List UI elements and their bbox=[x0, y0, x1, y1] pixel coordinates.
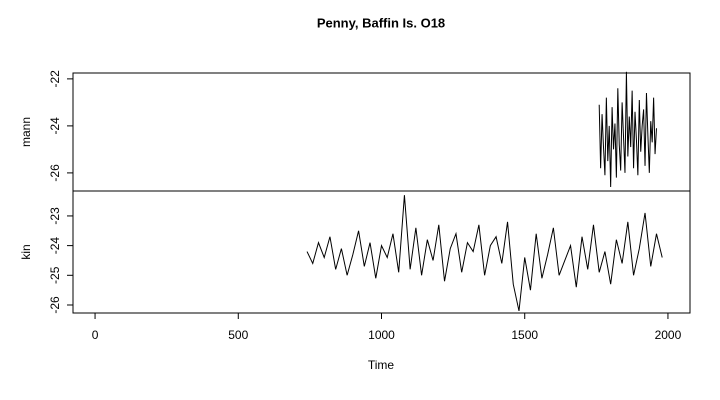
x-tick-label: 1000 bbox=[368, 328, 395, 342]
y-tick-label: -25 bbox=[48, 266, 62, 284]
y-tick-label: -24 bbox=[48, 117, 62, 135]
series-line bbox=[306, 195, 663, 312]
y-tick-label: -22 bbox=[48, 70, 62, 88]
y-axis-label: kin bbox=[19, 244, 33, 259]
x-tick-label: 2000 bbox=[655, 328, 682, 342]
y-tick-label: -26 bbox=[48, 296, 62, 314]
chart-title: Penny, Baffin Is. O18 bbox=[317, 15, 445, 30]
y-tick-label: -26 bbox=[48, 164, 62, 182]
x-tick-label: 0 bbox=[92, 328, 99, 342]
y-axis-label: mann bbox=[19, 117, 33, 147]
y-tick-label: -24 bbox=[48, 237, 62, 255]
x-tick-label: 500 bbox=[228, 328, 248, 342]
x-axis-label: Time bbox=[368, 358, 395, 372]
series-line bbox=[598, 71, 657, 188]
y-tick-label: -23 bbox=[48, 207, 62, 225]
x-tick-label: 1500 bbox=[511, 328, 538, 342]
